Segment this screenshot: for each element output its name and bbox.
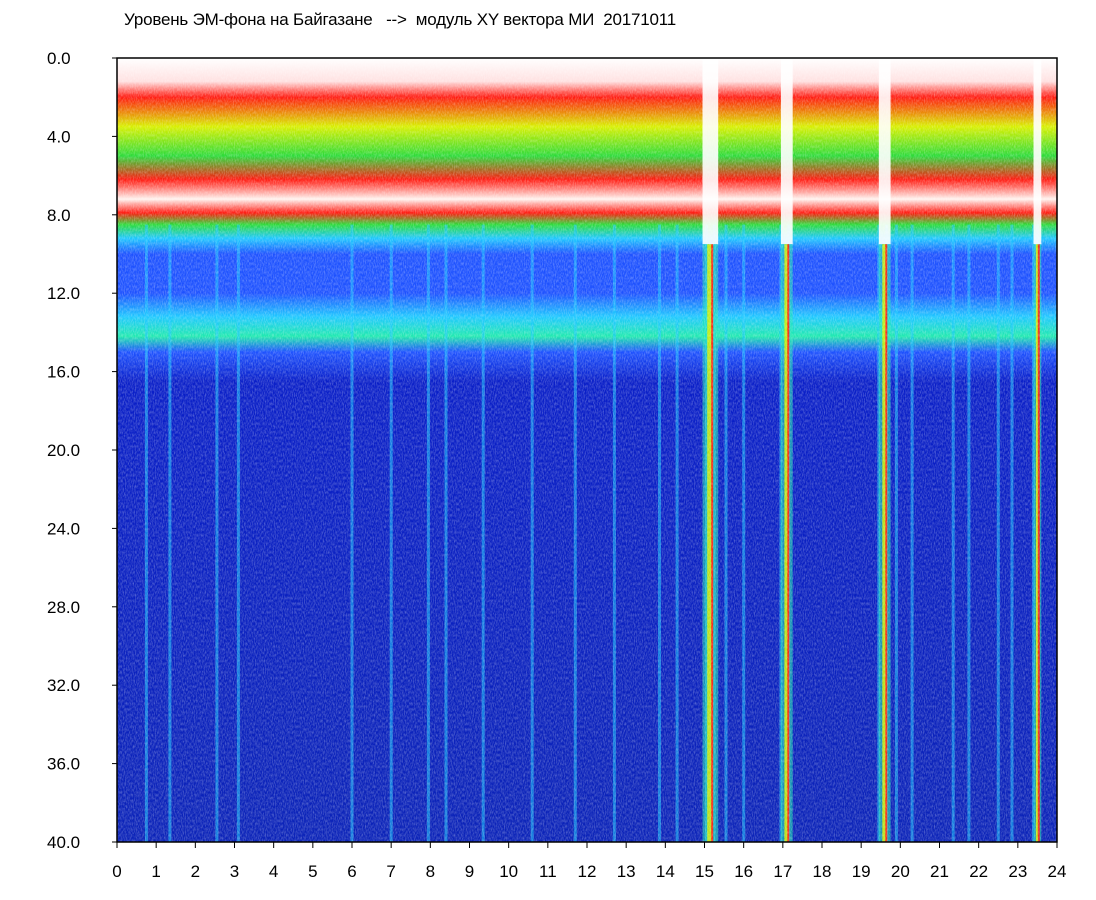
x-tick-label-19: 19 bbox=[852, 862, 871, 881]
x-tick-label-4: 4 bbox=[269, 862, 278, 881]
y-tick-label-10: 40.0 bbox=[47, 833, 80, 852]
y-tick-label-9: 36.0 bbox=[47, 755, 80, 774]
heatmap-texture bbox=[117, 58, 1057, 842]
x-tick-label-16: 16 bbox=[734, 862, 753, 881]
y-tick-label-4: 16.0 bbox=[47, 363, 80, 382]
x-tick-label-12: 12 bbox=[578, 862, 597, 881]
y-tick-label-0: 0.0 bbox=[47, 49, 71, 68]
y-tick-label-7: 28.0 bbox=[47, 598, 80, 617]
x-tick-label-5: 5 bbox=[308, 862, 317, 881]
x-tick-label-13: 13 bbox=[617, 862, 636, 881]
y-tick-label-6: 24.0 bbox=[47, 519, 80, 538]
x-tick-label-17: 17 bbox=[773, 862, 792, 881]
x-tick-label-21: 21 bbox=[930, 862, 949, 881]
x-tick-label-8: 8 bbox=[426, 862, 435, 881]
x-tick-label-3: 3 bbox=[230, 862, 239, 881]
x-tick-label-11: 11 bbox=[539, 862, 557, 881]
y-tick-label-5: 20.0 bbox=[47, 441, 80, 460]
x-tick-label-10: 10 bbox=[499, 862, 518, 881]
chart-title: Уровень ЭМ-фона на Байгазане --> модуль … bbox=[124, 10, 676, 29]
x-tick-label-20: 20 bbox=[891, 862, 910, 881]
x-tick-label-22: 22 bbox=[969, 862, 988, 881]
x-tick-label-23: 23 bbox=[1008, 862, 1027, 881]
x-tick-label-1: 1 bbox=[151, 862, 160, 881]
x-tick-label-0: 0 bbox=[112, 862, 121, 881]
x-tick-label-7: 7 bbox=[386, 862, 395, 881]
x-tick-label-24: 24 bbox=[1048, 862, 1067, 881]
x-tick-label-6: 6 bbox=[347, 862, 356, 881]
x-axis: 0 1 2 3 4 5 6 7 8 9 10 11 12 13 14 15 16 17 18 19 20 21 22 23 24 bbox=[112, 842, 1066, 881]
y-tick-label-3: 12.0 bbox=[47, 284, 80, 303]
y-tick-label-1: 4.0 bbox=[47, 127, 71, 146]
x-tick-label-9: 9 bbox=[465, 862, 474, 881]
x-tick-label-15: 15 bbox=[695, 862, 714, 881]
x-tick-label-2: 2 bbox=[191, 862, 200, 881]
x-tick-label-18: 18 bbox=[813, 862, 832, 881]
y-axis: 0.0 4.0 8.0 12.0 16.0 20.0 24.0 28.0 32.0 36.0 40.… bbox=[47, 49, 117, 852]
y-tick-label-2: 8.0 bbox=[47, 206, 71, 225]
plot-area bbox=[117, 58, 1057, 842]
x-tick-label-14: 14 bbox=[656, 862, 675, 881]
y-tick-label-8: 32.0 bbox=[47, 676, 80, 695]
